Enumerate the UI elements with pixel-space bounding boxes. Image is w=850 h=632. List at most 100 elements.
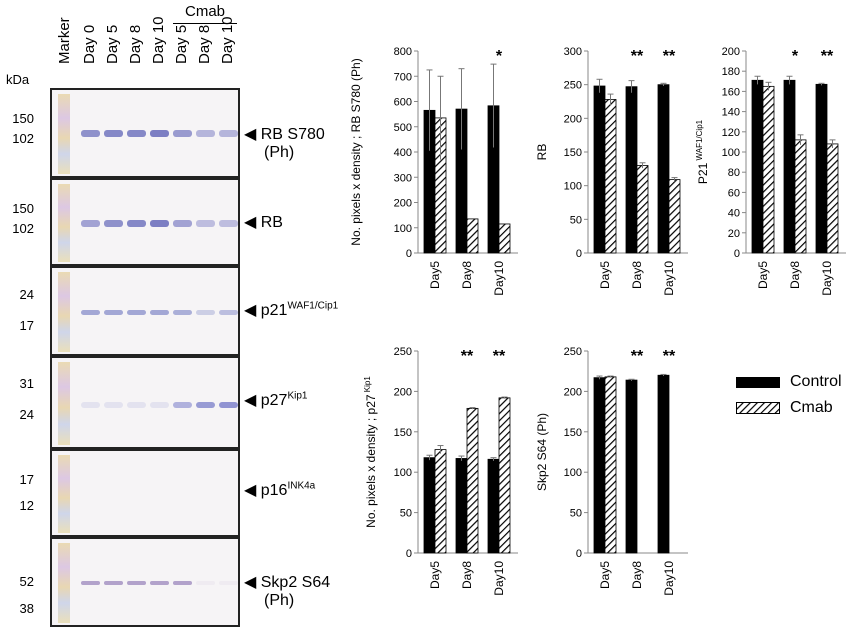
blot-label-text-2: (Ph) <box>264 144 295 161</box>
blot-label-text: p27 <box>260 392 288 409</box>
blot-band <box>150 581 169 585</box>
bar-control <box>455 458 468 554</box>
marker-ladder <box>58 272 70 352</box>
x-tick-label: Day10 <box>662 561 676 596</box>
blot-band <box>104 130 123 137</box>
blot-label-skp2: ◀ Skp2 S64 (Ph) <box>244 574 331 609</box>
bar-control <box>751 79 764 254</box>
bar-cmab <box>604 376 617 554</box>
legend-item-cmab: Cmab <box>736 399 842 417</box>
blot-band <box>196 581 215 585</box>
blot-band <box>81 130 100 137</box>
bar-control <box>593 85 606 254</box>
y-tick-label: 100 <box>564 467 582 479</box>
y-tick-label: 50 <box>570 508 582 520</box>
blot-panel <box>50 537 240 627</box>
x-tick-label: Day8 <box>630 561 644 589</box>
blot-band <box>219 310 238 315</box>
marker-label: 24 <box>19 407 34 422</box>
blot-label-sup: INK4a <box>287 480 316 492</box>
x-tick-label: Day10 <box>820 261 834 296</box>
blot-band <box>104 581 123 585</box>
bar-cmab <box>434 449 447 554</box>
x-tick-label: Day8 <box>460 261 474 289</box>
blot-band <box>173 130 192 137</box>
blot-band <box>81 310 100 315</box>
marker-label: 38 <box>19 601 34 616</box>
significance-marker: ** <box>631 348 644 365</box>
y-axis-label: P21 WAF1/Cip1 <box>695 119 710 184</box>
blot-band <box>127 310 146 315</box>
bar-cmab <box>498 223 511 254</box>
y-tick-label: 700 <box>394 71 412 83</box>
bar-cmab <box>668 179 681 254</box>
y-axis-label-sup: WAF1/Cip1 <box>695 119 704 162</box>
bar-cmab <box>498 397 511 554</box>
marker-label: 12 <box>19 498 34 513</box>
y-tick-label: 600 <box>394 97 412 109</box>
marker-label: 150 <box>12 111 34 126</box>
significance-marker: ** <box>821 48 834 65</box>
y-tick-label: 60 <box>728 187 740 199</box>
marker-label: 150 <box>12 201 34 216</box>
x-tick-label: Day8 <box>630 261 644 289</box>
y-tick-label: 800 <box>394 46 412 58</box>
bar-control <box>593 377 606 554</box>
blot-band <box>127 581 146 585</box>
blot-band <box>127 130 146 137</box>
blot-band <box>150 402 169 408</box>
y-axis-label-sup: Kip1 <box>363 376 372 395</box>
x-tick-label: Day5 <box>428 261 442 289</box>
blot-label-text: RB <box>260 214 283 231</box>
y-tick-label: 100 <box>394 223 412 235</box>
blot-label-sup: WAF1/Cip1 <box>287 300 339 312</box>
y-axis-label: Skp2 S64 (Ph) <box>535 413 549 491</box>
y-tick-label: 200 <box>394 198 412 210</box>
x-tick-label: Day5 <box>428 561 442 589</box>
marker-label: 17 <box>19 472 34 487</box>
blot-band <box>219 130 238 137</box>
blot-band <box>104 402 123 408</box>
bar-cmab <box>762 85 775 254</box>
bar-control <box>423 457 436 554</box>
blot-label-p27: ◀ p27Kip1 <box>244 390 308 409</box>
y-axis-label: RB <box>535 144 549 161</box>
bar-control <box>487 458 500 554</box>
y-axis-label: No. pixels x density ; RB S780 (Ph) <box>349 58 363 245</box>
legend-swatch-control <box>736 376 780 388</box>
blot-band <box>127 220 146 227</box>
blot-band <box>173 402 192 408</box>
blot-band <box>104 220 123 227</box>
bar-control <box>657 374 670 554</box>
y-tick-label: 50 <box>400 508 412 520</box>
blot-band <box>219 402 238 408</box>
bar-control <box>625 379 638 554</box>
y-tick-label: 500 <box>394 122 412 134</box>
x-tick-label: Day10 <box>492 261 506 296</box>
y-tick-label: 80 <box>728 167 740 179</box>
blot-band <box>196 130 215 137</box>
y-tick-label: 250 <box>564 346 582 358</box>
y-tick-label: 150 <box>564 427 582 439</box>
blot-band <box>196 402 215 408</box>
significance-marker: ** <box>663 48 676 65</box>
marker-ladder <box>58 94 70 174</box>
y-tick-label: 300 <box>564 46 582 58</box>
y-tick-label: 140 <box>722 107 740 119</box>
blot-band <box>104 310 123 315</box>
y-tick-label: 100 <box>722 147 740 159</box>
blot-label-sup: Kip1 <box>287 390 308 402</box>
bar-control <box>783 79 796 254</box>
blot-band <box>150 310 169 315</box>
marker-label: 24 <box>19 287 34 302</box>
blot-panel <box>50 356 240 449</box>
blot-panel <box>50 88 240 178</box>
blot-label-p21: ◀ p21WAF1/Cip1 <box>244 300 339 319</box>
significance-marker: ** <box>493 348 506 365</box>
marker-ladder <box>58 543 70 623</box>
bar-cmab <box>826 143 839 254</box>
y-tick-label: 160 <box>722 86 740 98</box>
blot-band <box>150 220 169 227</box>
blot-label-text: p16 <box>260 482 288 499</box>
